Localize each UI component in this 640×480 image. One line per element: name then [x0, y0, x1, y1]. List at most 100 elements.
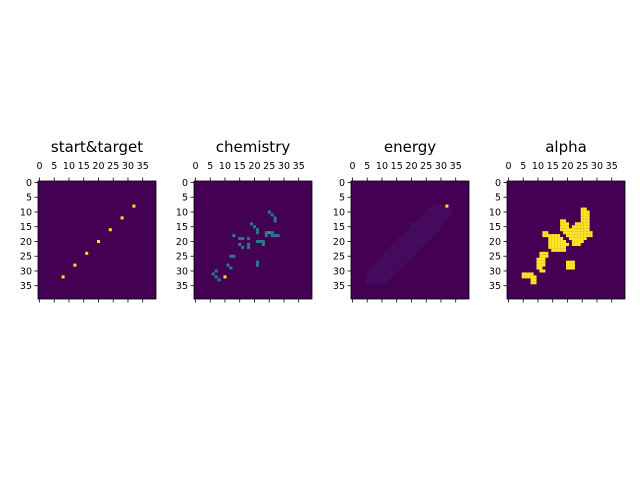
heatmap-cell: [374, 272, 378, 276]
heatmap-cell: [436, 225, 440, 229]
heatmap-cell: [566, 260, 569, 264]
heatmap-cell: [255, 260, 259, 264]
heatmap-cell: [563, 248, 567, 252]
heatmap-cell: [247, 237, 251, 241]
heatmap-cell: [418, 219, 422, 223]
heatmap-cell: [255, 263, 259, 267]
heatmap-cell: [439, 213, 443, 217]
heatmap-cell: [577, 234, 581, 238]
y-tick-label: 35: [176, 281, 188, 292]
heatmap-cell: [421, 228, 425, 232]
heatmap-cell: [442, 216, 446, 220]
x-tick-label: 30: [278, 161, 290, 172]
y-tick-label: 0: [495, 178, 501, 189]
heatmap-cell: [389, 245, 393, 249]
heatmap-cell: [383, 254, 387, 258]
heatmap-cell: [580, 237, 584, 241]
heatmap-cell: [392, 248, 396, 252]
heatmap-cell: [566, 263, 569, 267]
heatmap-faint-region: [365, 204, 452, 285]
heatmap-cell: [412, 225, 416, 229]
y-tick-label: 20: [176, 237, 188, 248]
heatmap-cell: [395, 254, 399, 258]
heatmap-cell: [97, 240, 100, 243]
heatmap-cell: [557, 240, 561, 243]
heatmap-cell: [577, 222, 581, 226]
heatmap-cell: [542, 234, 546, 238]
heatmap-cell: [589, 234, 593, 238]
heatmap-cell: [404, 234, 408, 238]
heatmap-cell: [433, 219, 437, 223]
heatmap-cell: [557, 242, 561, 246]
y-tick-label: 30: [20, 266, 32, 277]
x-tick-label: 15: [78, 161, 90, 172]
x-tick-label: 35: [450, 161, 462, 172]
heatmap-cell: [430, 234, 434, 238]
heatmap-cell: [433, 228, 437, 232]
y-tick-label: 35: [489, 281, 501, 292]
heatmap-cell: [392, 269, 396, 273]
heatmap-cell: [386, 266, 390, 270]
heatmap-cell: [415, 245, 419, 249]
heatmap-cell: [551, 234, 555, 238]
heatmap-cell: [412, 245, 416, 249]
heatmap-cell: [545, 231, 549, 235]
y-tick-label: 25: [333, 252, 345, 263]
heatmap-cell: [395, 251, 399, 255]
heatmap-cell: [229, 254, 233, 258]
heatmap-cell: [568, 260, 572, 264]
heatmap-cell: [574, 242, 578, 246]
y-tick-label: 10: [176, 207, 188, 218]
heatmap-cell: [412, 242, 416, 246]
heatmap-cell: [386, 275, 390, 279]
heatmap-cell: [548, 240, 552, 243]
heatmap-cell: [580, 207, 584, 211]
heatmap-cell: [421, 234, 425, 238]
heatmap-cell: [583, 207, 587, 211]
heatmap-cell: [368, 275, 372, 279]
heatmap-cell: [401, 257, 405, 261]
heatmap-cell: [380, 254, 384, 258]
heatmap-cell: [395, 242, 399, 246]
heatmap-cell: [427, 216, 431, 220]
y-tick-label: 0: [339, 178, 345, 189]
heatmap-cell: [571, 260, 575, 264]
heatmap-cell: [412, 234, 416, 238]
heatmap-cell: [424, 231, 428, 235]
y-tick-label: 20: [489, 237, 501, 248]
heatmap-cell: [380, 275, 384, 279]
heatmap-cell: [377, 260, 381, 264]
heatmap-cell: [418, 234, 422, 238]
heatmap-cell: [412, 231, 416, 235]
heatmap-cell: [583, 210, 587, 214]
heatmap-cell: [410, 254, 413, 258]
heatmap-cell: [395, 260, 399, 264]
heatmap-cell: [442, 219, 446, 223]
heatmap-cell: [527, 275, 531, 279]
y-tick-label: 0: [182, 178, 188, 189]
heatmap-cell: [398, 248, 402, 252]
x-tick-label: 0: [192, 161, 198, 172]
heatmap-cell: [542, 269, 546, 273]
heatmap-cell: [389, 248, 393, 252]
heatmap-cell: [445, 213, 449, 217]
heatmap-cell: [574, 234, 578, 238]
heatmap-cell: [571, 266, 575, 270]
heatmap-cell: [270, 234, 274, 238]
heatmap-cell: [255, 240, 259, 243]
x-tick-label: 5: [520, 161, 526, 172]
heatmap-cell: [398, 240, 402, 243]
heatmap-cell: [410, 228, 413, 232]
heatmap-cell: [560, 248, 564, 252]
heatmap-cell: [401, 248, 405, 252]
heatmap-cell: [542, 251, 546, 255]
heatmap-cell: [571, 242, 575, 246]
heatmap-cell: [421, 237, 425, 241]
heatmap-cell: [232, 234, 236, 238]
heatmap-cell: [566, 222, 569, 226]
heatmap-cell: [380, 266, 384, 270]
heatmap-cell: [371, 269, 375, 273]
